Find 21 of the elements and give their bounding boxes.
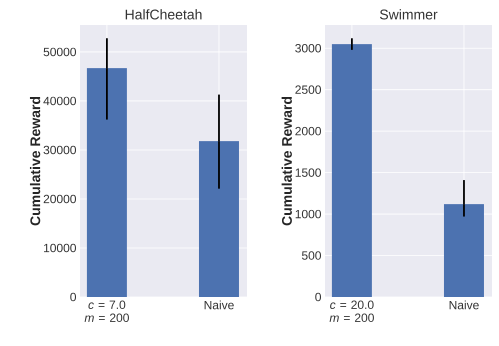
y-tick-label: 40000 [43,96,76,106]
y-tick-label: 500 [302,251,321,260]
y-tick-label: 10000 [44,244,76,252]
y-tick-label: 0 [70,292,76,302]
chart-title: HalfCheetah [126,9,202,20]
y-tick-label: 30000 [44,146,76,154]
y-tick-label: 0 [315,292,321,302]
y-tick-label: 1000 [296,210,321,218]
y-tick-label: 1500 [296,168,321,177]
chart-title: Swimmer [380,9,438,20]
y-tick-label: 2000 [295,126,321,136]
x-tick-label: Naive [204,300,234,310]
x-tick-label: c = 20.0 m = 200 [330,300,374,322]
y-axis-title: Cumulative Reward [30,96,40,226]
y-tick-label: 50000 [44,48,76,56]
x-tick-label: c = 7.0 m = 200 [84,300,129,322]
y-tick-label: 2500 [295,85,321,94]
y-tick-label: 20000 [44,194,76,204]
y-axis-title: Cumulative Reward [282,96,292,226]
x-tick-label: Naive [450,300,479,310]
y-tick-label: 3000 [295,44,321,52]
